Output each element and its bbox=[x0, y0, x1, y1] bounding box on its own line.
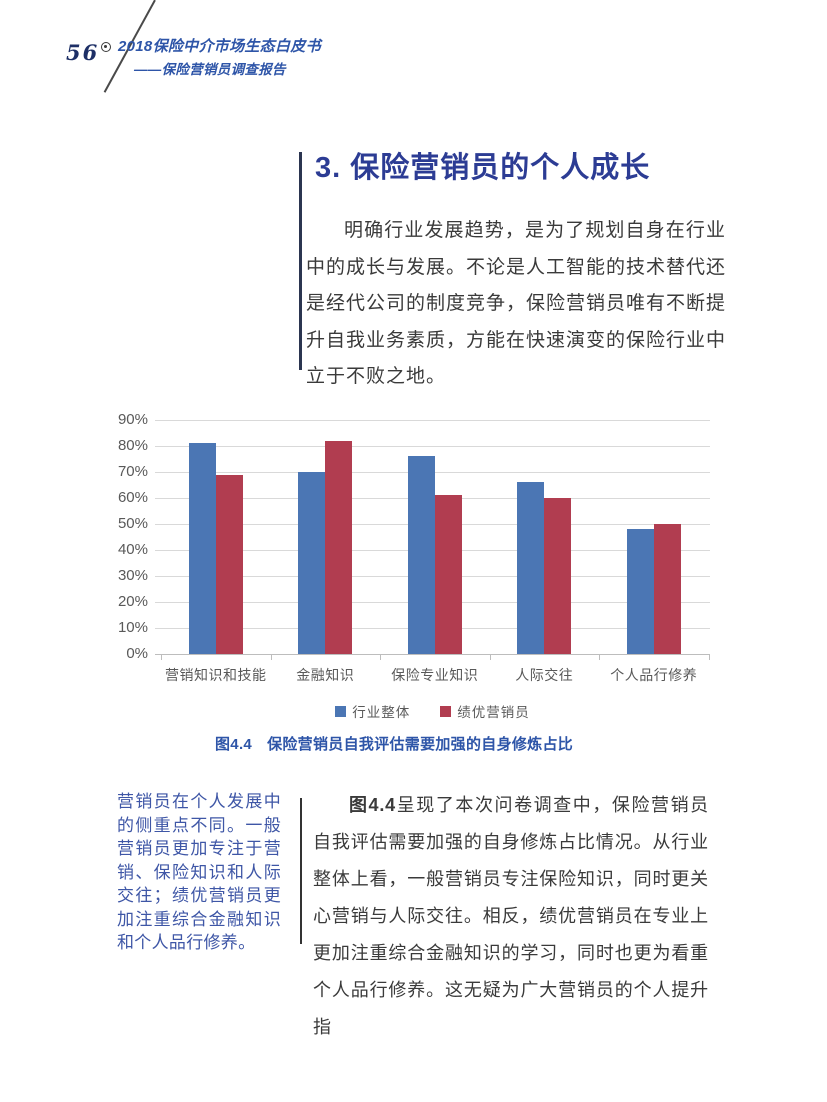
x-axis-tick bbox=[161, 655, 162, 660]
report-subtitle: ——保险营销员调查报告 bbox=[134, 62, 286, 77]
figure-caption: 图4.4 保险营销员自我评估需要加强的自身修炼占比 bbox=[215, 733, 573, 754]
section-intro-paragraph: 明确行业发展趋势，是为了规划自身在行业中的成长与发展。不论是人工智能的技术替代还… bbox=[306, 220, 727, 387]
x-axis-category-label: 人际交往 bbox=[515, 667, 574, 683]
running-header: 2018保险中介市场生态白皮书 ——保险营销员调查报告 bbox=[118, 35, 321, 78]
chart-legend: 行业整体 绩优营销员 bbox=[155, 701, 710, 721]
y-axis-tick-label: 40% bbox=[117, 541, 148, 558]
x-axis-category-label: 金融知识 bbox=[296, 667, 355, 683]
body-figure-reference: 图4.4 bbox=[349, 795, 396, 815]
figure-caption-text: 保险营销员自我评估需要加强的自身修炼占比 bbox=[267, 736, 574, 753]
legend-label: 绩优营销员 bbox=[457, 705, 530, 720]
body-paragraph-text: 呈现了本次问卷调查中，保险营销员自我评估需要加强的自身修炼占比情况。从行业整体上… bbox=[313, 795, 709, 1037]
legend-swatch bbox=[335, 705, 347, 717]
section-accent-bar bbox=[299, 152, 302, 370]
bar bbox=[626, 529, 654, 654]
bar bbox=[325, 440, 353, 654]
x-axis-tick bbox=[489, 655, 491, 660]
bar bbox=[434, 495, 462, 654]
gridline bbox=[155, 420, 710, 421]
figure-caption-label: 图4.4 bbox=[215, 736, 253, 753]
y-axis-tick-label: 30% bbox=[117, 567, 148, 584]
y-axis-tick-label: 20% bbox=[117, 593, 148, 610]
legend-swatch bbox=[440, 705, 452, 717]
bar bbox=[188, 443, 216, 654]
section-title: 3. 保险营销员的个人成长 bbox=[315, 152, 651, 184]
legend-item: 绩优营销员 bbox=[440, 701, 530, 721]
y-axis-tick-label: 80% bbox=[117, 437, 148, 454]
y-axis-tick-label: 50% bbox=[117, 515, 148, 532]
x-axis-category-label: 营销知识和技能 bbox=[165, 667, 267, 683]
x-axis-tick bbox=[599, 655, 600, 660]
y-axis-tick-label: 70% bbox=[117, 463, 148, 480]
x-axis-tick bbox=[708, 655, 710, 660]
y-axis-tick-label: 10% bbox=[117, 619, 148, 636]
legend-label: 行业整体 bbox=[352, 705, 411, 720]
y-axis-tick-label: 0% bbox=[126, 645, 148, 662]
column-divider bbox=[299, 798, 302, 944]
x-axis-tick bbox=[270, 655, 272, 660]
x-axis-category-label: 个人品行修养 bbox=[610, 667, 698, 683]
legend-item: 行业整体 bbox=[335, 701, 410, 721]
page-number: 56 bbox=[66, 40, 100, 65]
y-axis-tick-label: 60% bbox=[117, 489, 148, 506]
x-axis-tick bbox=[380, 655, 381, 660]
gridline bbox=[155, 446, 710, 447]
x-axis-category-label: 保险专业知识 bbox=[391, 667, 479, 683]
report-title: 2018保险中介市场生态白皮书 bbox=[118, 38, 321, 55]
bar bbox=[407, 456, 435, 654]
gridline bbox=[155, 654, 710, 655]
bar bbox=[517, 482, 545, 654]
bar bbox=[544, 498, 572, 654]
margin-note: 营销员在个人发展中的侧重点不同。一般营销员更加专注于营销、保险知识和人际交往；绩… bbox=[117, 792, 281, 952]
decorative-circle-marker bbox=[101, 42, 111, 52]
bar bbox=[215, 474, 243, 654]
y-axis-tick-label: 90% bbox=[117, 411, 148, 428]
body-paragraph: 图4.4呈现了本次问卷调查中，保险营销员自我评估需要加强的自身修炼占比情况。从行… bbox=[313, 787, 709, 1046]
bar bbox=[298, 472, 326, 654]
bar bbox=[653, 524, 681, 654]
figure-chart: 0% 10% 20% 30% 40% 50% 60% 70% 80% 90% 营销知识和技能 金融知识… bbox=[117, 411, 710, 721]
